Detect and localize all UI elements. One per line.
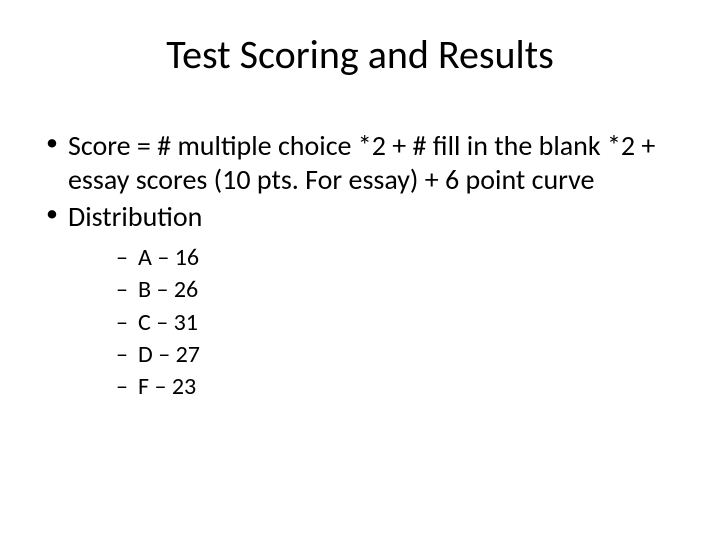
distribution-item-d: D – 27 — [68, 339, 680, 371]
bullet-text: Distribution — [68, 199, 202, 234]
distribution-label: A – 16 — [138, 243, 199, 272]
distribution-item-f: F – 23 — [68, 371, 680, 403]
distribution-item-c: C – 31 — [68, 307, 680, 339]
main-bullet-list: Score = # multiple choice *2 + # fill in… — [40, 129, 680, 404]
slide-title: Test Scoring and Results — [40, 30, 680, 79]
distribution-item-a: A – 16 — [68, 242, 680, 274]
distribution-label: C – 31 — [138, 308, 198, 337]
bullet-distribution: Distribution A – 16 B – 26 C – 31 D – 27… — [40, 200, 680, 404]
distribution-label: B – 26 — [138, 275, 198, 304]
distribution-list: A – 16 B – 26 C – 31 D – 27 F – 23 — [68, 242, 680, 404]
bullet-score-formula: Score = # multiple choice *2 + # fill in… — [40, 129, 680, 196]
distribution-label: D – 27 — [138, 340, 200, 369]
distribution-item-b: B – 26 — [68, 274, 680, 306]
bullet-text: Score = # multiple choice *2 + # fill in… — [68, 128, 655, 197]
distribution-label: F – 23 — [138, 372, 196, 401]
